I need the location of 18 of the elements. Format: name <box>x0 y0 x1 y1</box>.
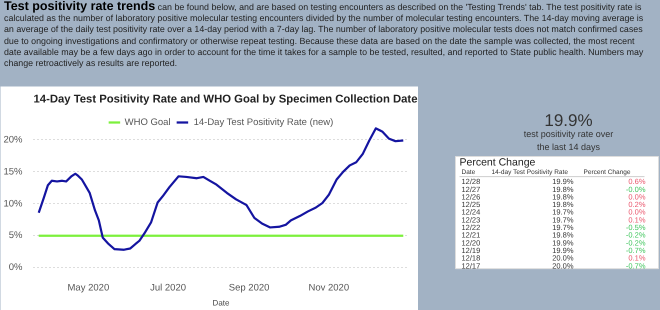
legend-label: WHO Goal <box>124 116 171 128</box>
text: Percent Change <box>460 156 536 168</box>
y-tick-label: 10% <box>3 198 24 210</box>
x-tick-label: Sep 2020 <box>228 282 270 294</box>
text: Test positivity rate trends <box>4 0 156 13</box>
chart-title: 14-Day Test Positivity Rate and WHO Goal by Specimen Collection Date <box>34 94 418 106</box>
x-tick-label: Nov 2020 <box>308 282 350 294</box>
x-axis-title: Date <box>212 298 230 308</box>
y-tick-label: 20% <box>3 134 24 146</box>
text: 19.9% <box>544 111 593 130</box>
x-tick-label: May 2020 <box>68 282 110 294</box>
line-series <box>38 127 404 251</box>
text: test positivity rate over the last 14 days <box>524 129 614 152</box>
legend-label: 14-Day Test Positivity Rate (new) <box>194 116 334 128</box>
x-tick-label: Jul 2020 <box>150 282 186 294</box>
y-tick-label: 5% <box>8 230 24 242</box>
y-tick-label: 0% <box>8 262 24 274</box>
y-tick-label: 15% <box>3 166 24 178</box>
